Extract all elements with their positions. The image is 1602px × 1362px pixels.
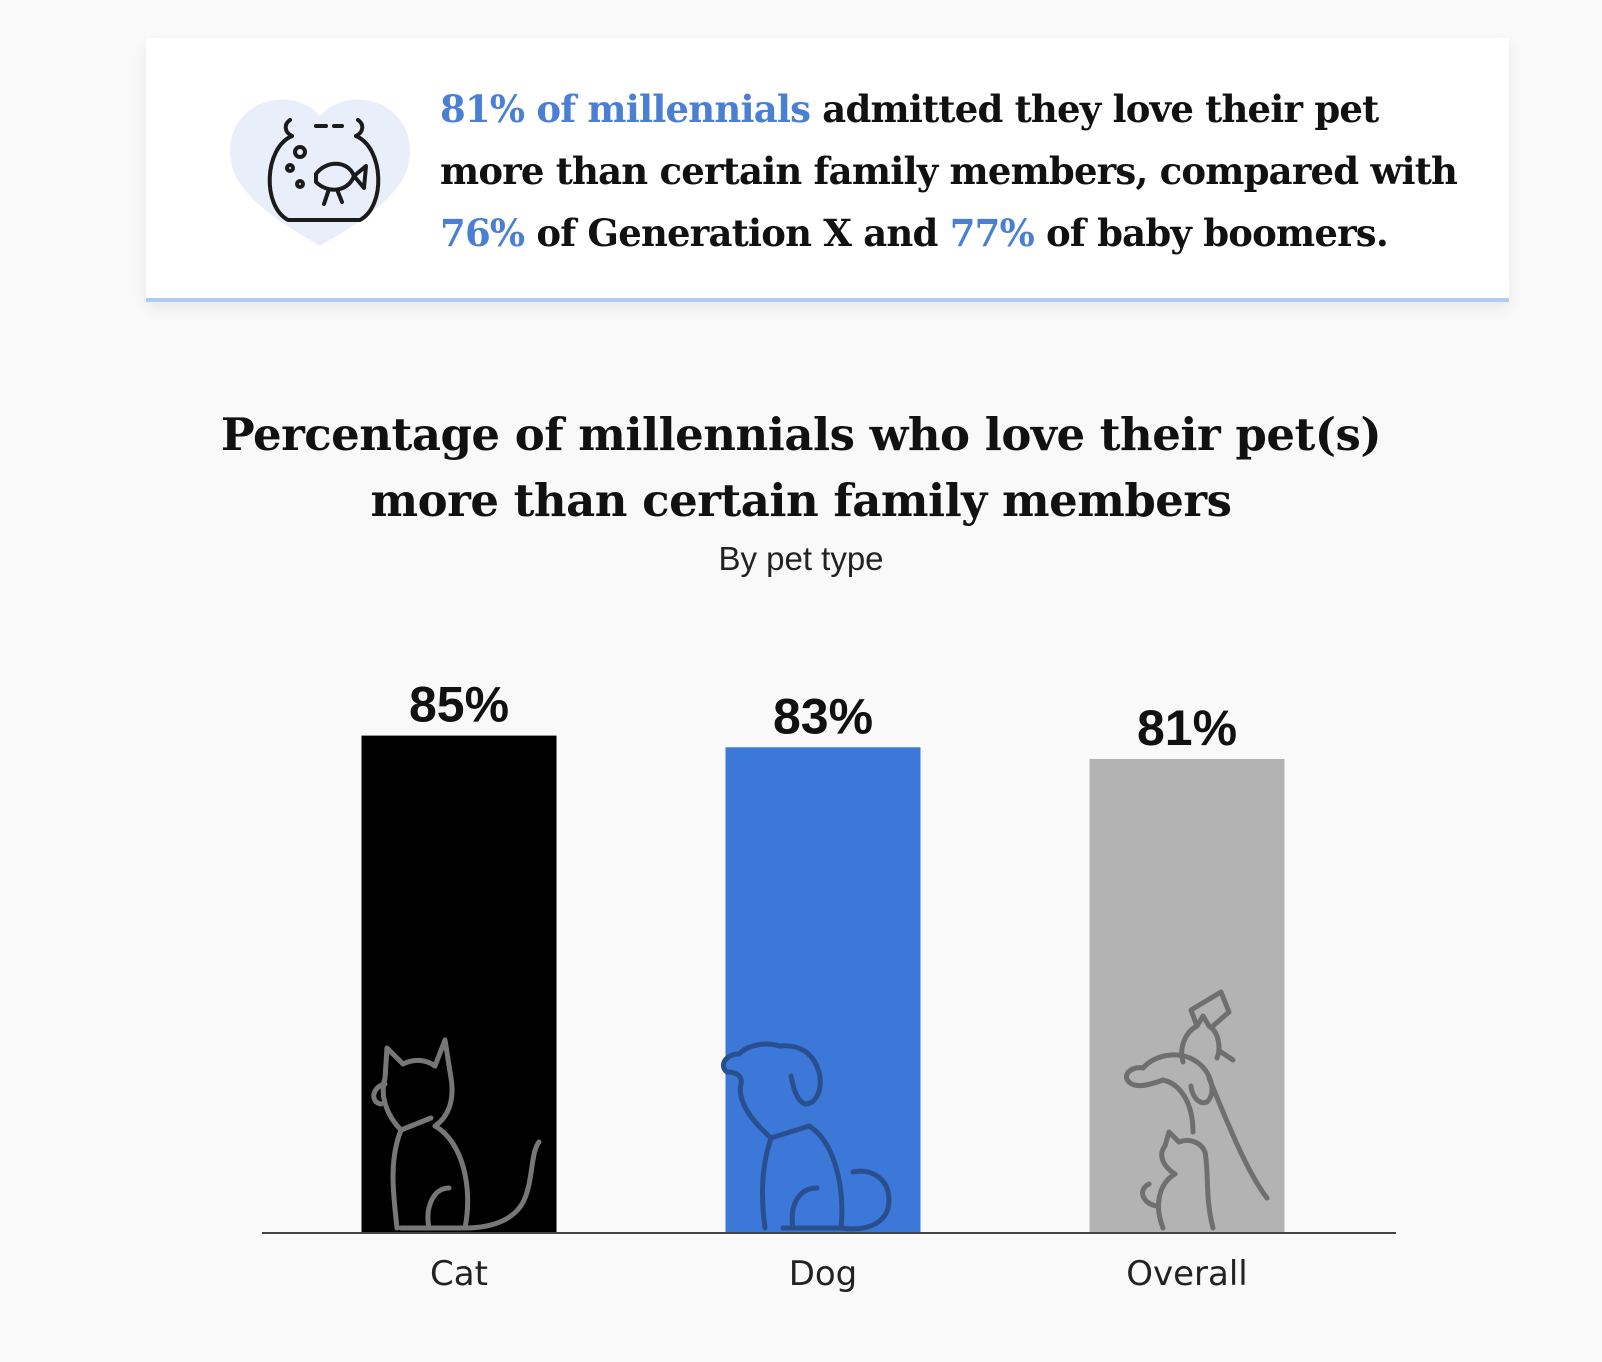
fishbowl-icon xyxy=(230,99,410,247)
callout-highlight: 77% xyxy=(949,211,1035,255)
cat-icon xyxy=(371,1037,542,1231)
callout-segment: of baby boomers. xyxy=(1033,211,1389,255)
chart-subtitle: By pet type xyxy=(718,540,884,577)
bar-overall xyxy=(1089,758,1285,1232)
value-label-overall: 81% xyxy=(1137,700,1237,756)
callout-segment: more than certain family members, compar… xyxy=(440,149,1458,193)
category-label-dog: Dog xyxy=(789,1254,858,1294)
value-label-dog: 83% xyxy=(773,688,873,744)
callout-highlight: 81% of millennials xyxy=(440,87,811,131)
value-label-cat: 85% xyxy=(409,677,509,733)
callout-highlight: 76% xyxy=(440,211,525,255)
callout-segment: of Generation X and xyxy=(524,211,950,255)
category-label-cat: Cat xyxy=(430,1254,488,1294)
bar-dog xyxy=(725,747,921,1232)
chart-title-line-2: more than certain family members xyxy=(370,474,1232,527)
dog-icon xyxy=(721,1041,892,1232)
chart-title: Percentage of millennials who love their… xyxy=(0,402,1602,534)
category-label-overall: Overall xyxy=(1126,1254,1248,1294)
chart-title-line-1: Percentage of millennials who love their… xyxy=(220,408,1382,461)
callout-segment: admitted they love their pet xyxy=(810,87,1379,131)
pets-group-icon xyxy=(1123,989,1270,1231)
callout-card: 81% of millennials admitted they love th… xyxy=(146,38,1509,302)
callout-text: 81% of millennials admitted they love th… xyxy=(440,78,1490,264)
